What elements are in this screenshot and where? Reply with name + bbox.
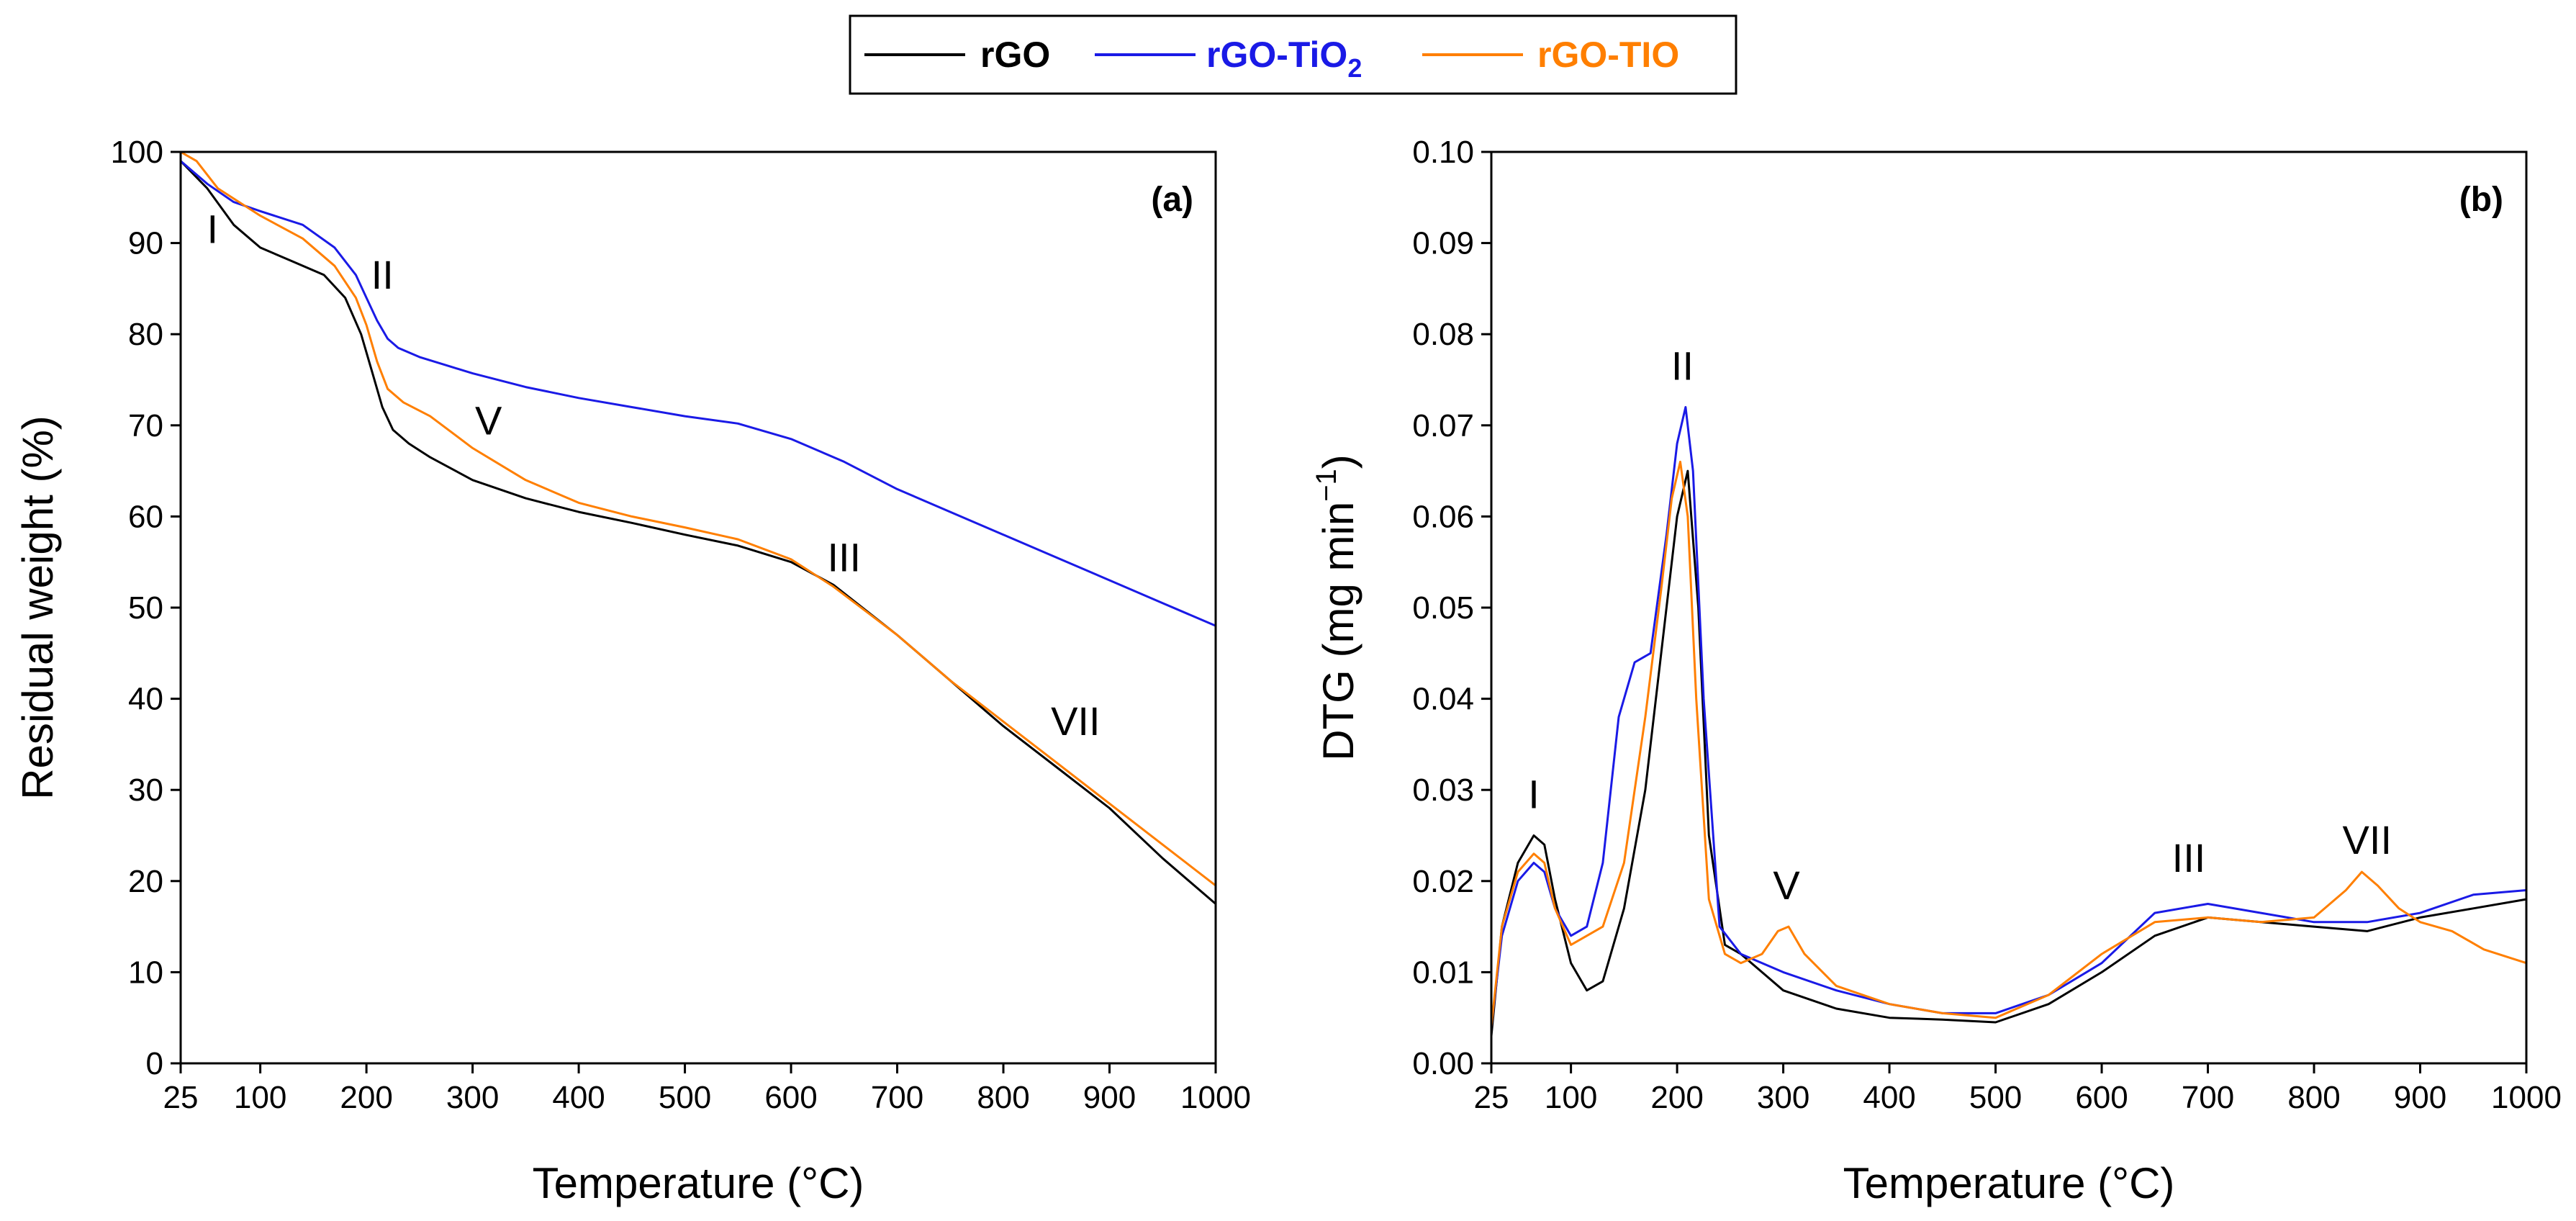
legend: rGO rGO-TiO2 rGO-TIO — [849, 14, 1737, 95]
legend-label-rgo-tio: rGO-TIO — [1537, 35, 1679, 75]
panel-b-xtick-label: 600 — [2075, 1080, 2128, 1115]
panel-a-label: (a) — [1151, 181, 1193, 219]
panel-b-xtick-label: 500 — [1969, 1080, 2022, 1115]
panel-b-ticks: 25 100 200 300 400 500 600 700 800 900 1000 0.00 0.0… — [1412, 135, 2562, 1115]
panel-b-ylabel-sup: −1 — [1311, 469, 1342, 502]
panel-a-xtick-label: 300 — [446, 1080, 499, 1115]
panel-a-ytick-label: 50 — [128, 590, 163, 626]
panel-b-ytick-label: 0.07 — [1412, 408, 1474, 443]
panel-a-ytick-label: 40 — [128, 682, 163, 717]
panel-b-xlabel: Temperature (°C) — [1843, 1159, 2175, 1207]
panel-a-annotation: II — [371, 252, 394, 297]
panel-b-ylabel-main: DTG (mg min — [1314, 502, 1362, 761]
panel-b-xtick-label: 200 — [1650, 1080, 1703, 1115]
panel-a-ytick-label: 70 — [128, 408, 163, 443]
panel-b-series-rgo-tio — [1490, 460, 2527, 1027]
panel-b-dtg: 25 100 200 300 400 500 600 700 800 900 1000 0.00 0.0… — [1311, 135, 2562, 1207]
legend-frame — [849, 14, 1737, 95]
panel-b-xtick-label: 25 — [1474, 1080, 1509, 1115]
panel-b-ytick-label: 0.04 — [1412, 682, 1474, 717]
panel-a-ticks: 25 100 200 300 400 500 600 700 800 900 1000 0 10 20 30… — [111, 135, 1251, 1115]
panel-b-frame — [1490, 150, 2528, 1065]
panel-b-annotation: I — [1528, 772, 1540, 817]
panel-a-annotation: I — [207, 207, 218, 252]
panel-b-series-rgo-tio2 — [1490, 406, 2527, 1027]
panel-b-xtick-label: 300 — [1757, 1080, 1809, 1115]
panel-b-ytick-label: 0.05 — [1412, 590, 1474, 626]
panel-a-ytick-label: 90 — [128, 226, 163, 261]
panel-b-ytick-label: 0.08 — [1412, 317, 1474, 352]
panel-b-ylabel: DTG (mg min−1) — [1311, 454, 1362, 761]
panel-b-xtick-label: 100 — [1545, 1080, 1597, 1115]
panel-a-xtick-label: 500 — [659, 1080, 711, 1115]
panel-a-xtick-label: 400 — [552, 1080, 605, 1115]
legend-label-rgo-tio2-main: rGO-TiO — [1206, 35, 1347, 75]
panel-a-xtick-label: 900 — [1083, 1080, 1136, 1115]
panel-a-ytick-label: 30 — [128, 772, 163, 808]
legend-label-rgo-tio2-sub: 2 — [1347, 53, 1362, 83]
panel-b-ytick-label: 0.03 — [1412, 772, 1474, 808]
panel-b-xtick-label: 1000 — [2491, 1080, 2562, 1115]
legend-label-rgo-tio2: rGO-TiO2 — [1206, 35, 1362, 83]
panel-b-ytick-label: 0.10 — [1412, 135, 1474, 170]
panel-a-xtick-label: 100 — [234, 1080, 286, 1115]
panel-a-xlabel: Temperature (°C) — [533, 1159, 864, 1207]
panel-a-xtick-label: 25 — [163, 1080, 199, 1115]
panel-b-ytick-label: 0.00 — [1412, 1046, 1474, 1081]
panel-b-xtick-label: 900 — [2394, 1080, 2446, 1115]
panel-b-ylabel-close: ) — [1314, 454, 1362, 469]
panel-a-xtick-label: 600 — [764, 1080, 817, 1115]
panel-a-annotation: VII — [1051, 698, 1100, 744]
panel-a-xtick-label: 800 — [977, 1080, 1029, 1115]
panel-b-series-rgo — [1490, 469, 2527, 1037]
panel-b-xtick-label: 800 — [2287, 1080, 2340, 1115]
panel-a-ytick-label: 60 — [128, 499, 163, 534]
panel-a-tga: 25 100 200 300 400 500 600 700 800 900 1000 0 10 20 30… — [14, 135, 1251, 1207]
panel-a-xtick-label: 700 — [871, 1080, 923, 1115]
panel-b-ytick-label: 0.01 — [1412, 955, 1474, 990]
legend-label-rgo: rGO — [980, 35, 1050, 75]
panel-a-series-rgo-tio — [180, 150, 1216, 887]
panel-a-ytick-label: 20 — [128, 864, 163, 899]
panel-b-ytick-label: 0.09 — [1412, 226, 1474, 261]
panel-a-xtick-label: 200 — [340, 1080, 392, 1115]
panel-a-ytick-label: 10 — [128, 955, 163, 990]
panel-a-annotation: V — [475, 397, 502, 443]
panel-b-annotation: II — [1671, 343, 1694, 389]
panel-b-ytick-label: 0.02 — [1412, 864, 1474, 899]
panel-b-ytick-label: 0.06 — [1412, 499, 1474, 534]
panel-a-ytick-label: 100 — [111, 135, 163, 170]
panel-b-label: (b) — [2459, 181, 2503, 219]
panel-a-ytick-label: 0 — [146, 1046, 163, 1081]
panel-a-series-rgo — [179, 160, 1216, 905]
panel-b-annotation: III — [2172, 835, 2206, 880]
panel-b-xtick-label: 400 — [1863, 1080, 1915, 1115]
panel-a-annotation: III — [827, 534, 861, 580]
panel-b-annotation: V — [1773, 862, 1800, 908]
panel-b-series — [1490, 406, 2527, 1037]
panel-b-xtick-label: 700 — [2182, 1080, 2234, 1115]
panel-b-annotation: VII — [2343, 817, 2392, 862]
panel-a-series-rgo-tio2 — [180, 160, 1216, 627]
panel-a-xtick-label: 1000 — [1180, 1080, 1251, 1115]
panel-a-ylabel: Residual weight (%) — [14, 415, 62, 800]
panel-a-ytick-label: 80 — [128, 317, 163, 352]
panel-a-series — [179, 150, 1216, 905]
